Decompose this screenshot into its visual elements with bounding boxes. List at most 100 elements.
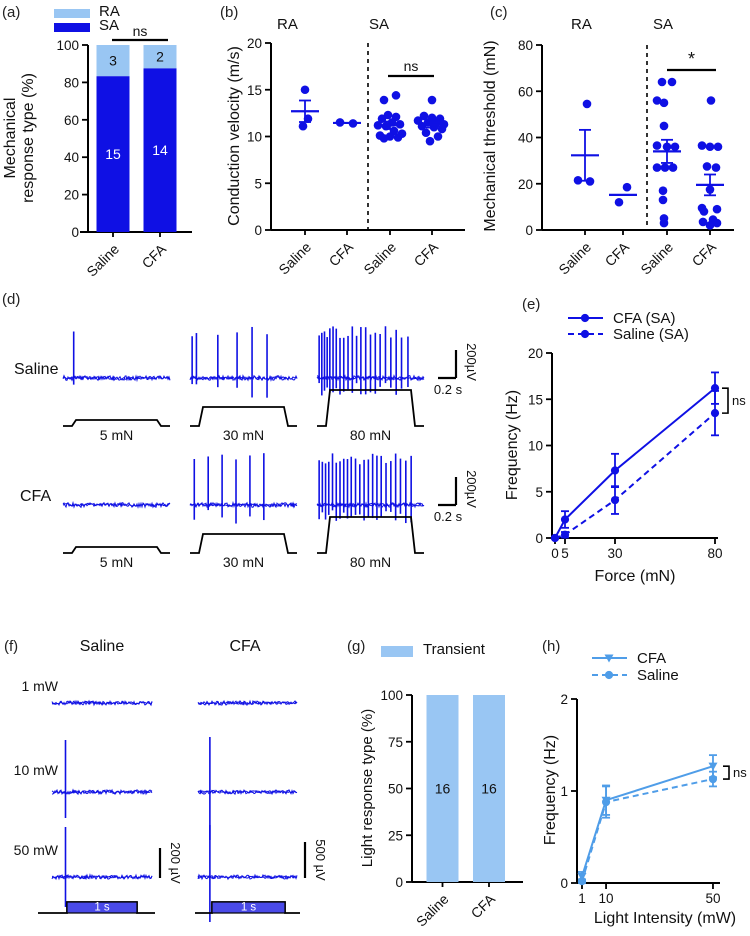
scatter-point: [652, 141, 662, 150]
scatter-point: [393, 133, 403, 142]
y-tick-label: 60: [518, 84, 533, 99]
noise-trace: [51, 701, 153, 706]
y-tick-label: 20: [64, 188, 79, 203]
series-line-0: [554, 387, 716, 539]
panel-f-label: (f): [4, 638, 19, 655]
y-tick-label: 40: [518, 131, 533, 146]
x-category-label: CFA: [326, 238, 357, 269]
panel-c: (c) RA SA Mechanical threshold (mN) 0 20 4…: [470, 0, 750, 280]
scatter-point: [702, 162, 712, 171]
scatter-point: [670, 142, 680, 152]
panel-e: (e) Frequency (Hz) Force (mN) 0 5 10 15 20 0 5…: [500, 280, 750, 615]
y-tick-label: 5: [535, 485, 543, 500]
group-header-sa: SA: [653, 16, 674, 33]
scatter-point: [712, 218, 722, 228]
sig-label: *: [688, 49, 695, 69]
noise-trace: [197, 874, 298, 880]
sig-label: ns: [732, 393, 746, 408]
scalebar-voltage-label: 200 µV: [168, 842, 183, 884]
stimulus-trace: [63, 419, 170, 427]
noise-trace: [51, 874, 153, 880]
scatter-point: [699, 207, 709, 216]
y-tick-label: 80: [518, 38, 533, 53]
noise-trace: [197, 700, 298, 706]
row-label-1mw: 1 mW: [21, 678, 58, 694]
count-sa: 15: [105, 146, 121, 162]
data-point: [577, 877, 587, 886]
data-point: [577, 873, 587, 882]
scatter-point: [668, 163, 678, 172]
scatter-point: [705, 142, 715, 152]
y-tick-label: 80: [64, 75, 79, 90]
data-point: [708, 762, 718, 771]
data-point: [550, 533, 560, 543]
y-tick-label: 25: [388, 828, 403, 843]
panel-a-chart: 0 20 40 60 80 100 3 15 Saline 2 14 CFA ns: [56, 23, 192, 280]
scatter-point: [614, 197, 624, 207]
scatter-point: [622, 182, 632, 192]
scatter-point: [658, 186, 668, 195]
legend-swatch-ra: [54, 9, 90, 18]
noise-trace: [62, 374, 171, 383]
y-tick-label: 0: [395, 875, 403, 890]
panel-e-x-axis-title: Force (mN): [594, 568, 676, 585]
scatter-point: [659, 121, 669, 131]
panel-f: (f) Saline CFA 1 mW 10 mW 50 mW 200 µV 1 …: [0, 630, 345, 936]
panel-e-label: (e): [522, 296, 541, 313]
scatter-point: [573, 175, 583, 185]
stimulus-trace: [317, 389, 424, 427]
x-category-label: CFA: [468, 890, 499, 921]
data-point: [580, 329, 590, 339]
bar-ra-Saline: [96, 45, 130, 77]
panel-f-traces: 200 µV 1 s 500 µV 1 s: [38, 699, 328, 922]
y-tick-label: 20: [528, 346, 543, 361]
scatter-point: [706, 96, 716, 105]
stimulus-trace: [63, 546, 170, 554]
scatter-point: [660, 163, 670, 172]
x-tick-label: 50: [705, 891, 720, 906]
legend-label: CFA: [637, 650, 666, 667]
panel-h-label: (h): [542, 638, 561, 655]
legend-label-ra: RA: [99, 3, 120, 20]
scatter-point: [659, 218, 669, 228]
bar-sa-Saline: [96, 76, 130, 232]
noise-trace: [189, 375, 298, 381]
stimulus-trace: [190, 406, 297, 427]
light-stimulus-pulse: [211, 901, 286, 914]
scatter-point: [713, 142, 723, 152]
y-tick-label: 15: [247, 83, 262, 98]
group-header-sa: SA: [369, 16, 390, 33]
scatter-point: [437, 124, 447, 134]
panel-h: (h) Frequency (Hz) Light Intensity (mW) …: [540, 620, 750, 936]
stimulus-duration-label: 1 s: [94, 902, 110, 914]
panel-b-label: (b): [220, 4, 239, 21]
x-tick-label: 5: [561, 546, 569, 561]
y-tick-label: 60: [64, 113, 79, 128]
scatter-point: [427, 95, 437, 105]
scatter-point: [698, 217, 708, 227]
data-point: [560, 515, 570, 524]
legend-label: CFA (SA): [613, 310, 676, 327]
stimulus-label: 5 mN: [100, 554, 133, 570]
bar-ra-CFA: [143, 45, 177, 69]
scatter-point: [425, 136, 435, 146]
scatter-point: [658, 195, 668, 205]
noise-trace: [62, 375, 171, 381]
scatter-point: [659, 98, 669, 108]
sig-bracket: [723, 765, 730, 780]
stimulus-label: 30 mN: [223, 554, 264, 570]
x-category-label: CFA: [689, 238, 720, 269]
scatter-point: [298, 121, 308, 131]
scatter-point: [652, 163, 662, 172]
legend-label: Saline (SA): [613, 326, 689, 343]
data-point: [560, 530, 570, 539]
scatter-point: [391, 91, 401, 100]
row-label-saline: Saline: [14, 361, 59, 378]
data-point: [604, 670, 614, 680]
y-tick-label: 75: [388, 735, 403, 750]
scatter-point: [419, 111, 429, 121]
legend-label: Saline: [637, 667, 679, 684]
